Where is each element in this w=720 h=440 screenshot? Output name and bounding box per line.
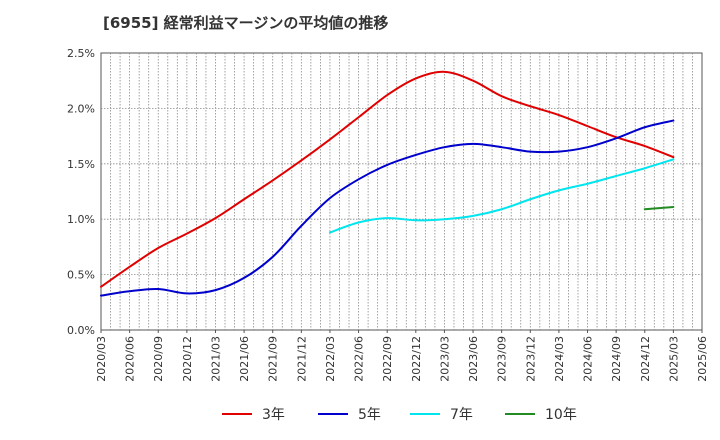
x-tick-label: 2020/03: [95, 336, 108, 382]
x-tick-label: 2020/12: [181, 336, 194, 382]
x-tick-label: 2024/03: [553, 336, 566, 382]
x-tick-label: 2025/03: [667, 336, 680, 382]
x-tick-label: 2022/12: [410, 336, 423, 382]
y-tick-label: 0.0%: [67, 324, 95, 337]
series-line-2: [100, 119, 675, 297]
x-tick-label: 2021/12: [295, 336, 308, 382]
x-tick-label: 2025/06: [696, 336, 709, 382]
y-tick-label: 2.0%: [67, 102, 95, 115]
legend-label-1: 3年: [262, 407, 285, 423]
legend-label-3: 7年: [450, 407, 473, 423]
x-tick-label: 2022/09: [381, 336, 394, 382]
x-tick-label: 2022/03: [324, 336, 337, 382]
x-tick-label: 2024/06: [582, 336, 595, 382]
x-tick-label: 2021/06: [238, 336, 251, 382]
x-tick-label: 2023/06: [467, 336, 480, 382]
y-tick-label: 2.5%: [67, 47, 95, 60]
chart-title: [6955] 経常利益マージンの平均値の推移: [103, 14, 389, 32]
y-tick-label: 0.5%: [67, 269, 95, 282]
x-tick-label: 2023/12: [524, 336, 537, 382]
plot-area: [100, 52, 703, 331]
series-line-1: [100, 70, 675, 288]
legend-label-2: 5年: [358, 407, 381, 423]
x-tick-label: 2023/03: [438, 336, 451, 382]
x-tick-label: 2022/06: [353, 336, 366, 382]
x-tick-label: 2020/09: [152, 336, 165, 382]
y-tick-label: 1.0%: [67, 213, 95, 226]
x-tick-label: 2024/12: [639, 336, 652, 382]
x-tick-label: 2023/09: [496, 336, 509, 382]
x-tick-label: 2021/09: [267, 336, 280, 382]
series-line-4: [643, 206, 675, 211]
y-tick-label: 1.5%: [67, 158, 95, 171]
legend-label-4: 10年: [545, 407, 577, 423]
series-line-3: [328, 158, 675, 234]
vertical-gridlines: [110, 53, 693, 330]
x-tick-label: 2021/03: [209, 336, 222, 382]
x-tick-label: 2020/06: [124, 336, 137, 382]
x-tick-label: 2024/09: [610, 336, 623, 382]
